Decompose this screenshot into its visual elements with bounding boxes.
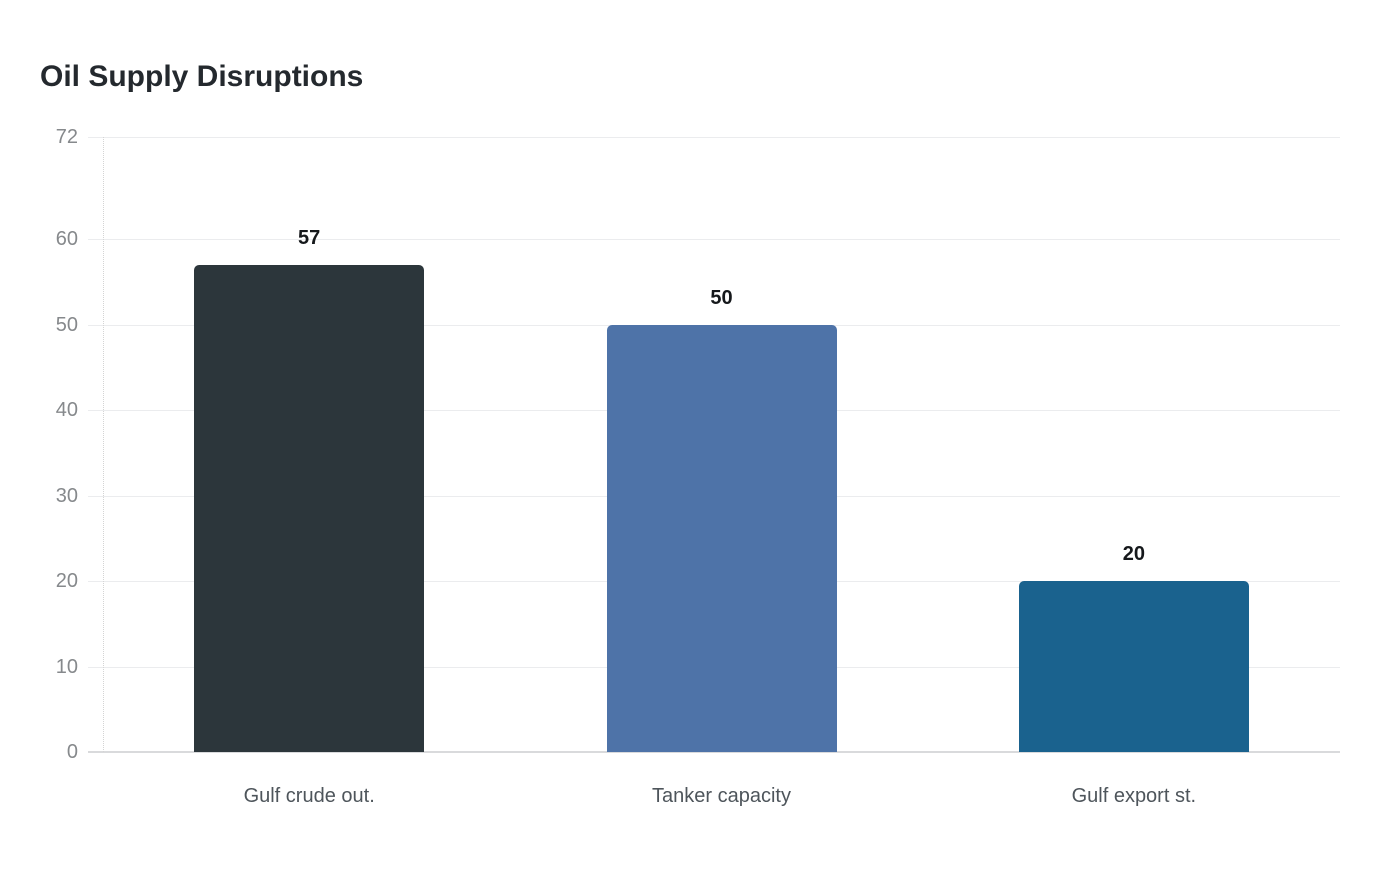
gridline (88, 136, 1340, 138)
bar-value-label: 20 (1122, 543, 1145, 566)
category-label-tanker-capacity: Tanker capacity (652, 785, 791, 807)
y-tick-label: 10 (55, 655, 78, 678)
y-tick-label: 0 (66, 741, 78, 763)
y-tick-label: 50 (55, 313, 78, 336)
y-tick-label: 30 (55, 484, 78, 507)
category-label-gulf-export-st: Gulf export st. (1071, 785, 1197, 807)
bar-value-label: 50 (710, 286, 733, 309)
chart-title: Oil Supply Disruptions (40, 60, 364, 93)
category-label-gulf-crude-out: Gulf crude out. (243, 785, 375, 807)
y-tick-label: 72 (55, 125, 78, 148)
x-axis-baseline (88, 751, 1340, 753)
y-axis-line (103, 136, 104, 752)
y-tick-label: 60 (55, 228, 78, 251)
bar-value-label: 57 (298, 226, 321, 249)
gridline (88, 239, 1340, 241)
y-tick-label: 40 (55, 399, 78, 422)
bar-gulf-crude-out (194, 264, 425, 752)
y-tick-label: 20 (55, 570, 78, 593)
bar-tanker-capacity (606, 324, 837, 752)
bar-gulf-export-st (1018, 581, 1249, 752)
